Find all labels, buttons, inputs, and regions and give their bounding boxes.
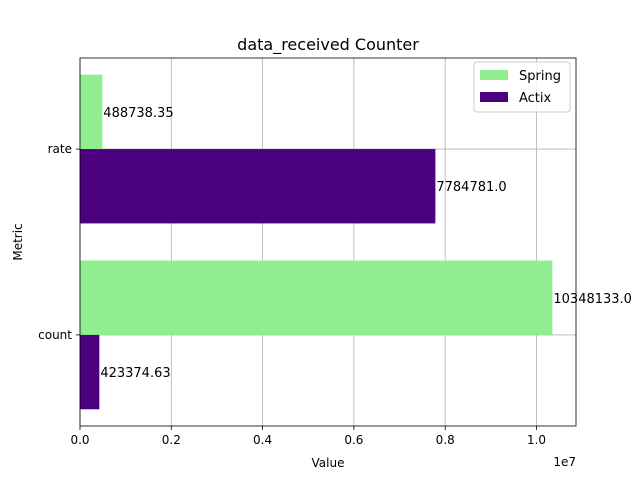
data-label-spring-count: 10348133.0 (553, 292, 632, 307)
bar-spring-rate (80, 74, 103, 150)
y-axis-label: Metric (11, 223, 25, 260)
data-label-spring-rate: 488738.35 (103, 106, 173, 121)
y-tick-label-rate: rate (48, 142, 72, 156)
x-tick-label: 0.6 (344, 433, 363, 447)
x-tick-label: 1.0 (527, 433, 546, 447)
legend: Spring Actix (473, 61, 571, 113)
plot-frame (79, 57, 577, 427)
x-tick-label: 0.2 (162, 433, 181, 447)
y-tick-label-count: count (38, 328, 72, 342)
x-tick-label: 0.4 (253, 433, 272, 447)
chart-title: data_received Counter (237, 35, 419, 55)
legend-swatch-actix (480, 92, 508, 102)
x-tick-label: 0.8 (436, 433, 455, 447)
bar-spring-count (80, 260, 553, 335)
bars (80, 74, 553, 410)
x-axis-label: Value (312, 456, 345, 470)
y-axis-ticks: rate count (38, 142, 80, 342)
x-axis-ticks: 0.0 0.2 0.4 0.6 0.8 1.0 (70, 426, 546, 447)
bar-actix-rate (80, 149, 436, 224)
legend-label-actix: Actix (519, 91, 552, 106)
data-label-actix-rate: 7784781.0 (436, 180, 506, 195)
data-label-actix-count: 423374.63 (100, 366, 170, 381)
legend-label-spring: Spring (519, 69, 561, 84)
x-tick-label: 0.0 (70, 433, 89, 447)
legend-swatch-spring (480, 70, 508, 80)
x-axis-offset-label: 1e7 (553, 455, 576, 469)
bar-actix-count (80, 334, 100, 410)
data-labels: 488738.35 10348133.0 7784781.0 423374.63 (100, 106, 632, 381)
